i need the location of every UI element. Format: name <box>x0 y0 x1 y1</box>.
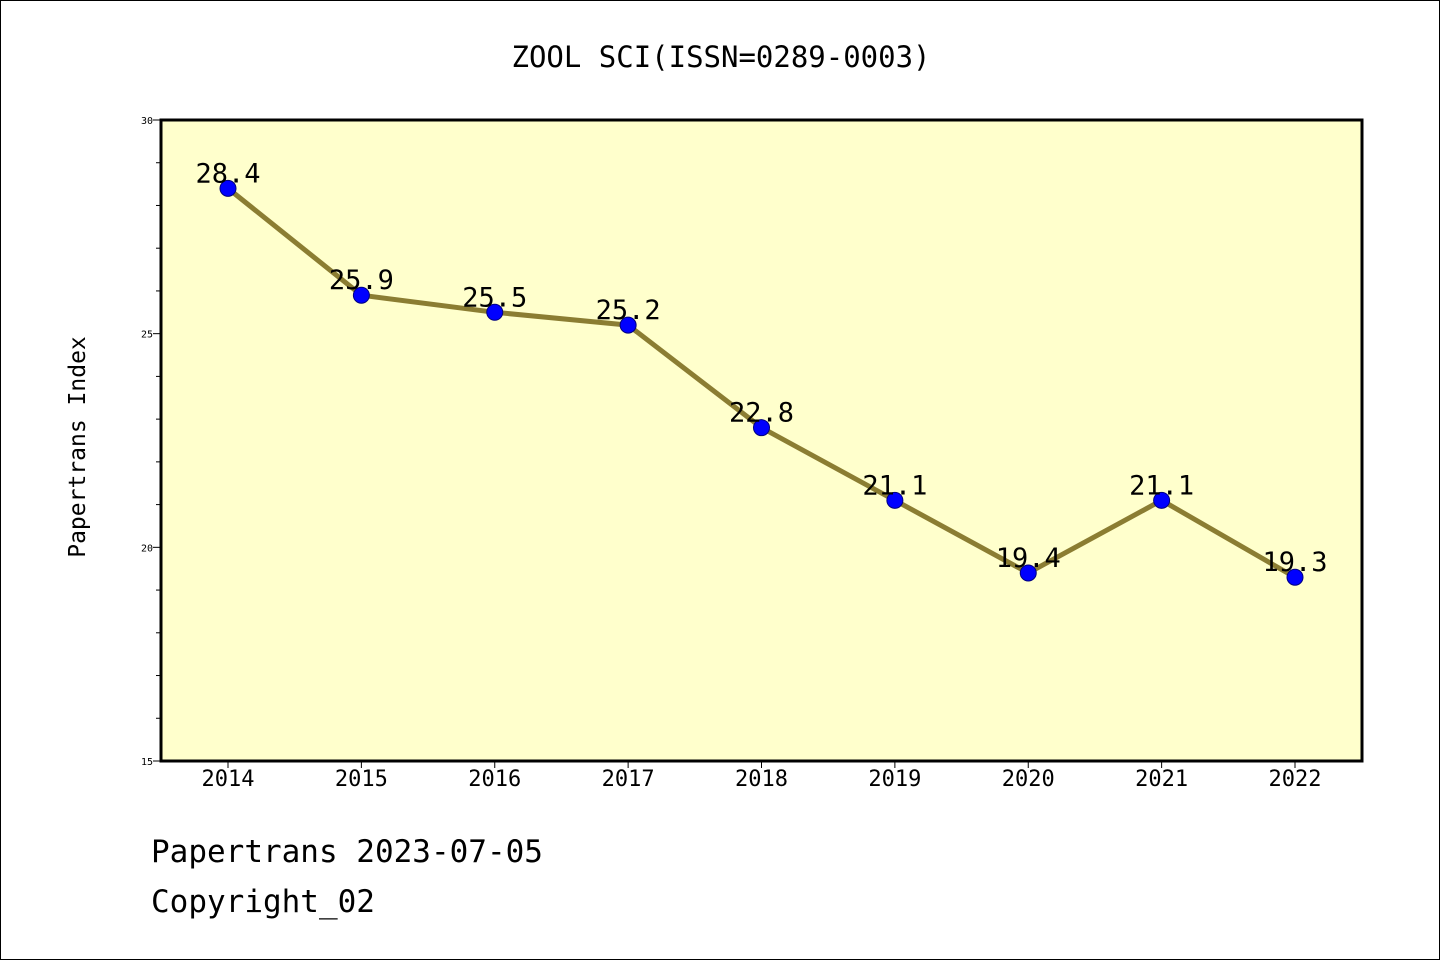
footer-date-text: Papertrans 2023-07-05 <box>151 834 543 870</box>
x-tick-label: 2015 <box>335 767 388 792</box>
y-tick-label: 30 <box>141 116 153 127</box>
y-axis-label: Papertrans Index <box>65 336 91 558</box>
data-point <box>219 179 237 197</box>
plot-area <box>159 118 1364 763</box>
footer-copyright-text: Copyright_02 <box>151 884 375 920</box>
x-tick-label: 2016 <box>468 767 521 792</box>
data-point <box>753 419 770 437</box>
y-tick-label: 25 <box>141 330 153 341</box>
data-label: 28.4 <box>195 158 260 189</box>
x-tick-label: 2021 <box>1135 767 1188 792</box>
x-tick-label: 2022 <box>1269 767 1322 792</box>
x-axis: 2014 2015 2016 2017 2018 2019 2020 2021 2022 <box>202 761 1322 792</box>
data-point <box>1019 564 1037 582</box>
data-label: 19.3 <box>1262 547 1327 578</box>
data-label: 25.5 <box>462 282 527 313</box>
data-label: 25.9 <box>329 265 394 296</box>
y-tick-label: 20 <box>141 543 153 554</box>
data-point <box>352 286 370 304</box>
data-point <box>486 303 504 321</box>
x-tick-label: 2019 <box>868 767 921 792</box>
x-tick-label: 2020 <box>1002 767 1055 792</box>
chart-title: ZOOL SCI(ISSN=0289-0003) <box>511 40 930 74</box>
data-label: 22.8 <box>729 398 794 429</box>
data-label: 21.1 <box>1129 470 1194 501</box>
y-axis: 15 20 25 30 <box>141 116 161 768</box>
x-tick-label: 2017 <box>602 767 655 792</box>
x-tick-label: 2014 <box>202 767 255 792</box>
series: 28.4 25.9 25.5 25.2 22.8 21.1 19.4 21.1 19.3 <box>195 158 1328 586</box>
data-point <box>1286 568 1304 586</box>
data-label: 21.1 <box>862 470 927 501</box>
data-point <box>619 316 637 334</box>
data-point <box>1153 491 1171 509</box>
data-label: 25.2 <box>596 295 661 326</box>
data-label: 19.4 <box>996 543 1061 574</box>
y-tick-label: 15 <box>141 757 153 768</box>
x-tick-label: 2018 <box>735 767 788 792</box>
data-point <box>886 491 904 509</box>
